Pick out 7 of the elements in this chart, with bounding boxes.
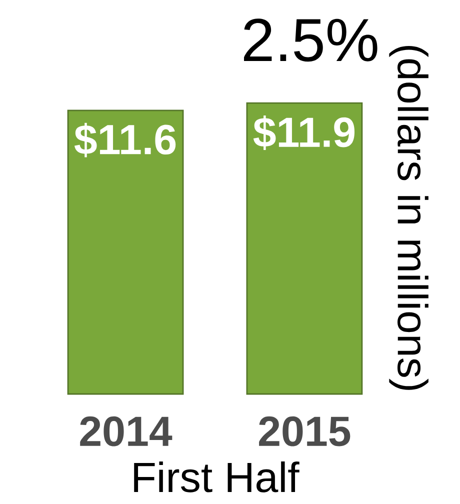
x-axis-title: First Half [134, 461, 300, 492]
y-axis-title: (dollars in millions) [389, 46, 428, 390]
x-tick-label: 2014 [80, 416, 172, 446]
data-label: $11.9 [253, 116, 355, 150]
data-label: $11.6 [74, 122, 176, 158]
x-tick-label: 2015 [259, 416, 350, 446]
text: 2.5% [244, 18, 378, 62]
